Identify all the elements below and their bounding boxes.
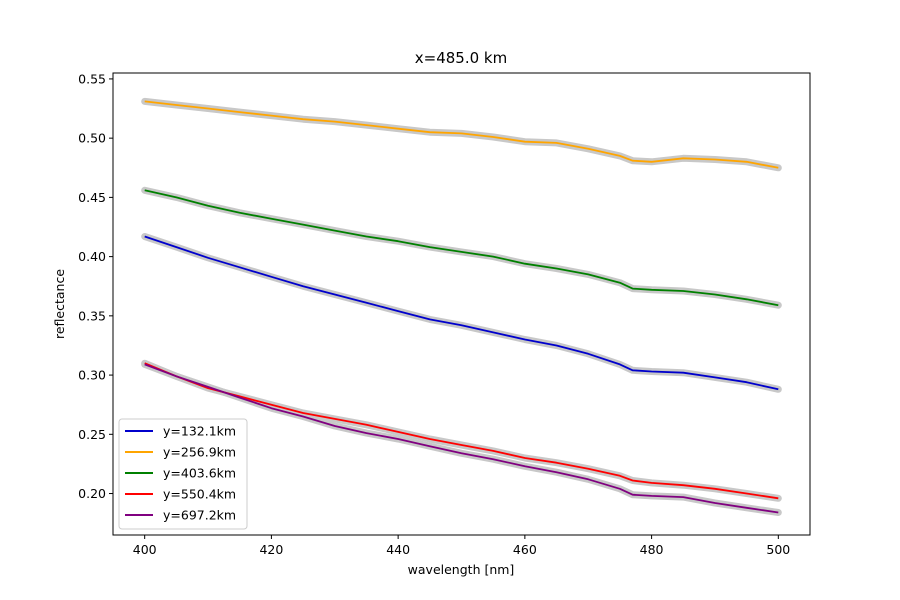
legend-box bbox=[118, 418, 248, 530]
y-axis-label: reflectance bbox=[52, 269, 67, 339]
x-axis-label: wavelength [nm] bbox=[408, 562, 515, 577]
x-tick-label: 500 bbox=[766, 542, 790, 557]
series-line-4 bbox=[144, 362, 779, 500]
x-tick-label: 420 bbox=[259, 542, 283, 557]
plot-frame bbox=[112, 72, 811, 536]
legend-label-3: y=403.6km bbox=[163, 466, 236, 481]
y-tick-label: 0.45 bbox=[78, 190, 106, 205]
series-line-2 bbox=[144, 100, 779, 169]
uncertainty-band-3 bbox=[141, 186, 782, 309]
x-tick-label: 400 bbox=[133, 542, 157, 557]
uncertainty-band-1 bbox=[141, 233, 782, 393]
series-lines bbox=[144, 100, 779, 514]
legend-label-1: y=132.1km bbox=[163, 424, 236, 439]
x-axis: 400 420 440 460 480 500 bbox=[133, 535, 790, 557]
x-tick-label: 440 bbox=[386, 542, 410, 557]
y-axis: 0.20 0.25 0.30 0.35 0.40 0.45 0.50 0.55 bbox=[78, 71, 113, 501]
x-tick-label: 480 bbox=[640, 542, 664, 557]
series-line-3 bbox=[144, 189, 779, 307]
y-tick-label: 0.40 bbox=[78, 249, 106, 264]
legend-label-2: y=256.9km bbox=[163, 445, 236, 460]
series-line-5 bbox=[144, 363, 779, 514]
y-tick-label: 0.55 bbox=[78, 71, 106, 86]
y-tick-label: 0.20 bbox=[78, 486, 106, 501]
legend-label-5: y=697.2km bbox=[163, 508, 236, 523]
x-tick-label: 460 bbox=[513, 542, 537, 557]
y-tick-label: 0.25 bbox=[78, 427, 106, 442]
series-line-1 bbox=[144, 235, 779, 391]
legend: y=132.1km y=256.9km y=403.6km y=550.4km y=69… bbox=[118, 418, 248, 530]
y-tick-label: 0.35 bbox=[78, 308, 106, 323]
y-tick-label: 0.50 bbox=[78, 131, 106, 146]
y-tick-label: 0.30 bbox=[78, 368, 106, 383]
chart-title: x=485.0 km bbox=[415, 49, 507, 67]
legend-label-4: y=550.4km bbox=[163, 487, 236, 502]
